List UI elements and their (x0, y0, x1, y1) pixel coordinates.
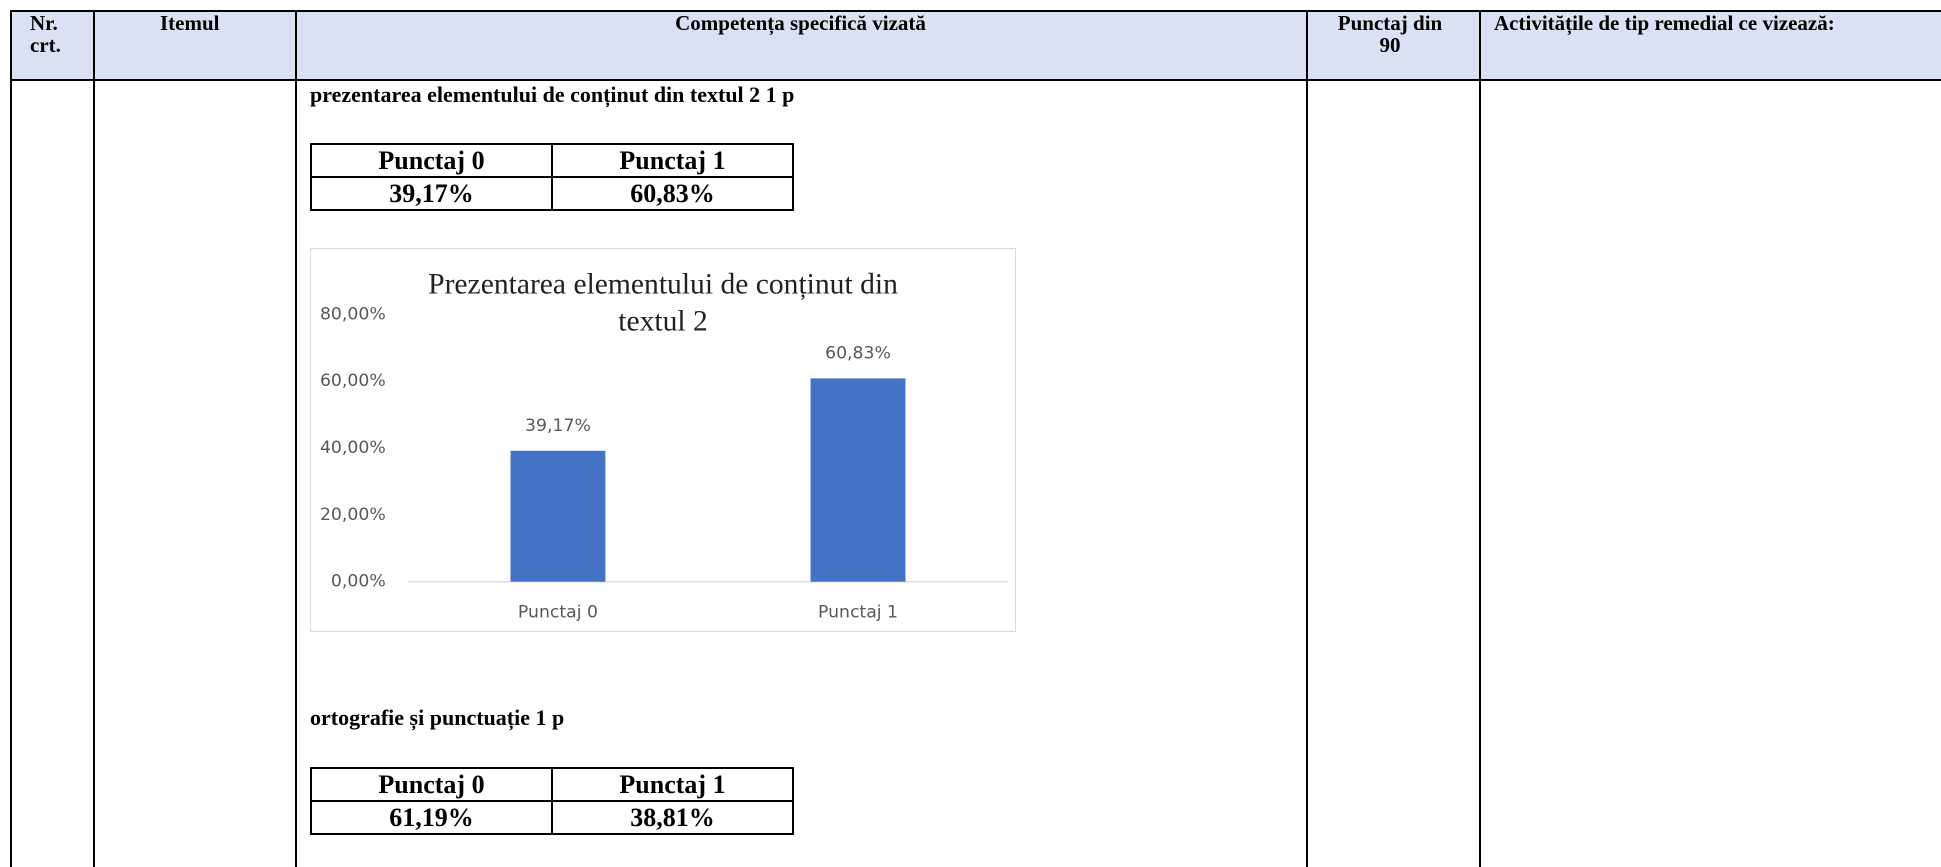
section-heading: prezentarea elementului de conținut din … (310, 82, 795, 107)
cell: Punctaj 0 (310, 143, 553, 178)
cell: Punctaj 1 (551, 143, 794, 178)
header-cell: Itemul (160, 11, 220, 35)
title-box: Prezentarea elementului de conținut din … (428, 268, 898, 338)
header-row (10, 10, 1941, 81)
y-tick-label: 80,00% (320, 304, 386, 324)
border (1306, 10, 1308, 867)
value-label: 39,17% (525, 416, 591, 436)
header-cell: Activitățile de tip remedial ce vizează: (1494, 11, 1835, 35)
y-tick-label: 0,00% (331, 572, 386, 592)
border (93, 10, 95, 867)
section-heading: ortografie și punctuație 1 p (310, 705, 565, 730)
value-label: 60,83% (825, 344, 891, 364)
cell: 61,19% (310, 800, 553, 835)
chart: Prezentarea elementului de conținut din … (320, 268, 1009, 623)
y-tick-label: 20,00% (320, 505, 386, 525)
cell: 60,83% (551, 176, 794, 211)
x-tick-label: Punctaj 1 (818, 603, 898, 623)
chart-title: Prezentarea elementului de conținut din … (428, 268, 898, 338)
header-cell: Nr. crt. (30, 11, 61, 57)
cell: 38,81% (551, 800, 794, 835)
bar (810, 378, 906, 582)
score-table: Punctaj 0 Punctaj 1 61,19% 38,81% (310, 767, 794, 835)
header-cell: Punctaj din 90 (1337, 11, 1443, 57)
score-table: Punctaj 0 Punctaj 1 39,17% 60,83% (310, 143, 794, 211)
border (1479, 10, 1481, 867)
cell: Punctaj 0 (310, 767, 553, 802)
chart-box: Prezentarea elementului de conținut din … (310, 248, 1016, 632)
cell: 39,17% (310, 176, 553, 211)
bar (510, 450, 606, 582)
x-tick-label: Punctaj 0 (518, 603, 598, 623)
cell: Punctaj 1 (551, 767, 794, 802)
header-cell: Competența specifică vizată (675, 11, 926, 35)
border (10, 10, 12, 867)
y-tick-label: 40,00% (320, 438, 386, 458)
border (295, 10, 297, 867)
y-tick-label: 60,00% (320, 371, 386, 391)
